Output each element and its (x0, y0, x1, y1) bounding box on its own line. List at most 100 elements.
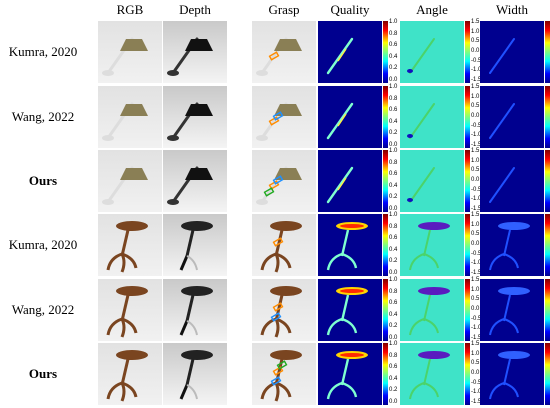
angle-colorbar-tick: -1.5 (471, 77, 482, 83)
quality-colorbar-tick: 0.8 (389, 30, 398, 37)
quality-image-row-5 (318, 279, 382, 341)
quality-colorbar-tick: 0.2 (389, 65, 398, 72)
angle-colorbar-tick: -1.0 (471, 325, 482, 332)
width-image-row-5 (480, 279, 544, 341)
quality-colorbar-tick: 1.0 (389, 19, 398, 25)
quality-colorbar-tick: 0.4 (389, 53, 398, 60)
width-image-row-6 (480, 343, 544, 405)
quality-colorbar-tick: 0.2 (389, 323, 398, 330)
column-header-angle: Angle (416, 2, 448, 17)
angle-colorbar-tick: -0.5 (471, 379, 482, 386)
row-label-5: Wang, 2022 (11, 302, 75, 317)
angle-colorbar-tick: 0.5 (471, 103, 480, 110)
width-image-row-1 (480, 21, 544, 83)
width-image-row-4 (480, 214, 544, 276)
row-label-6: Ours (28, 366, 58, 381)
quality-colorbar-tick: 0.2 (389, 194, 398, 201)
grasp-image-row-1 (252, 21, 316, 83)
rgb-image-row-1 (98, 21, 162, 83)
angle-colorbar-tick: 1.5 (471, 84, 480, 90)
angle-colorbar-tick: 1.5 (471, 277, 480, 283)
quality-colorbar-tick: 0.0 (389, 399, 398, 405)
quality-colorbar-tick: 0.2 (389, 387, 398, 394)
depth-image-row-5 (163, 279, 227, 341)
quality-image-row-1 (318, 21, 382, 83)
quality-colorbar-tick: 0.6 (389, 107, 398, 114)
quality-colorbar-tick: 0.0 (389, 270, 398, 276)
quality-colorbar-tick: 1.0 (389, 148, 398, 154)
angle-colorbar-tick: -0.5 (471, 315, 482, 322)
quality-colorbar (383, 86, 388, 148)
quality-colorbar-tick: 0.0 (389, 206, 398, 212)
width-image-row-2 (480, 86, 544, 148)
angle-colorbar-tick: -1.0 (471, 260, 482, 267)
grasp-image-row-3 (252, 150, 316, 212)
row-label-4: Kumra, 2020 (8, 237, 78, 252)
quality-colorbar-tick: 0.8 (389, 352, 398, 359)
rgb-image-row-4 (98, 214, 162, 276)
angle-colorbar-tick: 1.5 (471, 341, 480, 347)
angle-colorbar-tick: 0.0 (471, 48, 480, 54)
quality-colorbar-tick: 0.8 (389, 95, 398, 102)
depth-image-row-3 (163, 150, 227, 212)
grasp-image-row-4 (252, 214, 316, 276)
angle-image-row-2 (400, 86, 464, 148)
angle-colorbar (465, 214, 470, 276)
angle-colorbar-tick: 0.0 (471, 306, 480, 312)
quality-colorbar-tick: 0.8 (389, 288, 398, 295)
angle-colorbar-tick: -0.5 (471, 186, 482, 193)
width-colorbar (545, 343, 550, 405)
quality-colorbar-tick: 0.6 (389, 42, 398, 49)
width-colorbar (545, 86, 550, 148)
grasp-image-row-6 (252, 343, 316, 405)
angle-colorbar-tick: 1.0 (471, 157, 480, 164)
angle-colorbar (465, 86, 470, 148)
angle-colorbar-tick: 0.0 (471, 113, 480, 119)
angle-colorbar-tick: 1.0 (471, 350, 480, 357)
angle-image-row-6 (400, 343, 464, 405)
row-label-2: Wang, 2022 (11, 109, 75, 124)
angle-colorbar-tick: -1.0 (471, 132, 482, 139)
angle-colorbar-tick: 0.5 (471, 167, 480, 174)
quality-colorbar-tick: 1.0 (389, 84, 398, 90)
angle-colorbar (465, 279, 470, 341)
angle-colorbar-tick: 0.5 (471, 296, 480, 303)
row-label-1: Kumra, 2020 (8, 44, 78, 59)
angle-colorbar-tick: -0.5 (471, 57, 482, 64)
angle-colorbar-tick: 1.0 (471, 28, 480, 35)
quality-colorbar-tick: 0.4 (389, 375, 398, 382)
angle-colorbar-tick: -1.5 (471, 335, 482, 341)
angle-colorbar-tick: 1.5 (471, 148, 480, 154)
quality-colorbar-tick: 0.6 (389, 364, 398, 371)
angle-colorbar-tick: -1.5 (471, 206, 482, 212)
grasp-image-row-5 (252, 279, 316, 341)
quality-image-row-2 (318, 86, 382, 148)
rgb-image-row-6 (98, 343, 162, 405)
quality-colorbar-tick: 0.8 (389, 223, 398, 230)
quality-colorbar-tick: 0.4 (389, 311, 398, 318)
quality-colorbar-tick: 0.0 (389, 77, 398, 83)
quality-colorbar-tick: 0.4 (389, 246, 398, 253)
quality-colorbar-tick: 1.0 (389, 212, 398, 218)
depth-image-row-1 (163, 21, 227, 83)
angle-colorbar-tick: -1.0 (471, 389, 482, 396)
rgb-image-row-2 (98, 86, 162, 148)
angle-colorbar-tick: 1.0 (471, 93, 480, 100)
row-label-3: Ours (28, 173, 58, 188)
quality-colorbar (383, 279, 388, 341)
quality-colorbar-tick: 0.6 (389, 300, 398, 307)
angle-colorbar-tick: -1.0 (471, 196, 482, 203)
quality-image-row-4 (318, 214, 382, 276)
grasp-image-row-2 (252, 86, 316, 148)
rgb-image-row-3 (98, 150, 162, 212)
width-colorbar (545, 214, 550, 276)
column-header-rgb: RGB (116, 2, 144, 17)
depth-image-row-2 (163, 86, 227, 148)
quality-colorbar-tick: 0.0 (389, 335, 398, 341)
width-image-row-3 (480, 150, 544, 212)
column-header-grasp: Grasp (268, 2, 300, 17)
angle-colorbar-tick: 0.0 (471, 370, 480, 376)
width-colorbar (545, 21, 550, 83)
quality-colorbar (383, 343, 388, 405)
column-header-width: Width (496, 2, 528, 17)
